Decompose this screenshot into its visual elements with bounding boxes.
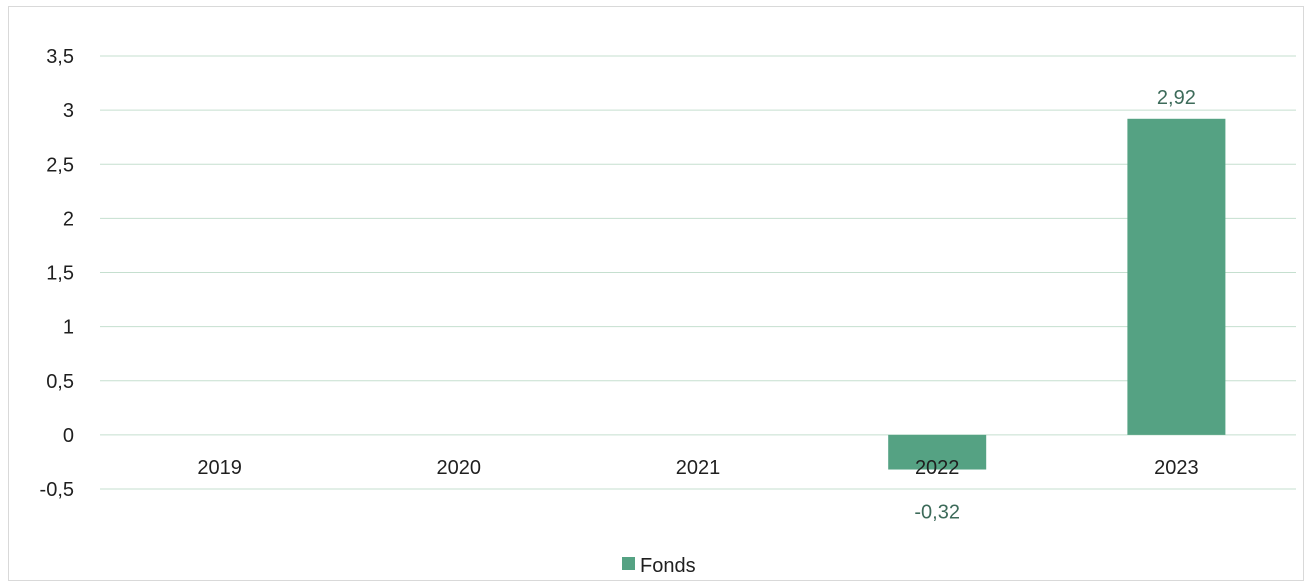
data-label-2023: 2,92 bbox=[1157, 87, 1196, 109]
y-tick-label: 1,5 bbox=[46, 263, 74, 285]
y-tick-label: 0 bbox=[63, 425, 74, 447]
bar-2022 bbox=[888, 434, 987, 470]
x-tick-label: 2019 bbox=[197, 457, 242, 479]
bar-2023 bbox=[1127, 118, 1226, 435]
y-axis-tick-labels: -0,5 0 0,5 1 1,5 2 2,5 3 3,5 bbox=[40, 46, 74, 501]
x-tick-label: 2020 bbox=[437, 457, 482, 479]
y-tick-label: 0,5 bbox=[46, 371, 74, 393]
x-tick-label: 2022 bbox=[915, 457, 960, 479]
y-tick-label: 3,5 bbox=[46, 46, 74, 68]
legend-label-fonds: Fonds bbox=[640, 555, 696, 577]
data-label-2022: -0,32 bbox=[914, 502, 960, 524]
y-tick-label: -0,5 bbox=[40, 479, 74, 501]
x-tick-label: 2023 bbox=[1154, 457, 1199, 479]
chart-frame bbox=[8, 6, 1304, 581]
x-tick-label: 2021 bbox=[676, 457, 721, 479]
x-axis-tick-labels: 2019 2020 2021 2022 2023 bbox=[197, 457, 1198, 479]
legend: Fonds bbox=[622, 555, 696, 577]
y-tick-label: 1 bbox=[63, 317, 74, 339]
y-tick-label: 2 bbox=[63, 208, 74, 230]
gridlines bbox=[100, 55, 1296, 490]
legend-swatch-fonds bbox=[622, 557, 635, 570]
y-tick-label: 2,5 bbox=[46, 154, 74, 176]
y-tick-label: 3 bbox=[63, 100, 74, 122]
bars bbox=[888, 118, 1226, 470]
data-labels: -0,32 2,92 bbox=[914, 87, 1195, 524]
